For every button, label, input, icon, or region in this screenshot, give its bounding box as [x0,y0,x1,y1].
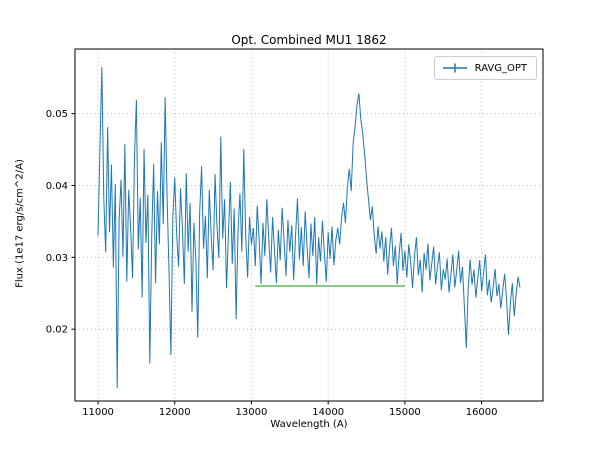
y-tick-label: 0.04 [46,181,68,192]
x-tick-label: 12000 [159,407,191,418]
y-axis-label: Flux (1e17 erg/s/cm^2/A) [14,159,26,288]
y-tick-label: 0.05 [46,109,68,120]
errorbar-marker-icon [442,63,467,73]
chart-title: Opt. Combined MU1 1862 [231,33,387,47]
x-tick-label: 13000 [236,407,268,418]
legend: RAVG_OPT [433,56,537,80]
y-tick-label: 0.03 [46,253,68,264]
x-tick-label: 15000 [389,407,421,418]
x-tick-label: 16000 [466,407,498,418]
y-tick-label: 0.02 [46,325,68,336]
x-tick-label: 11000 [82,407,114,418]
legend-label: RAVG_OPT [474,62,527,74]
spectrum-line [97,66,521,389]
axes-frame [74,48,544,402]
x-axis-label: Wavelength (A) [270,419,348,430]
x-tick-label: 14000 [312,407,344,418]
